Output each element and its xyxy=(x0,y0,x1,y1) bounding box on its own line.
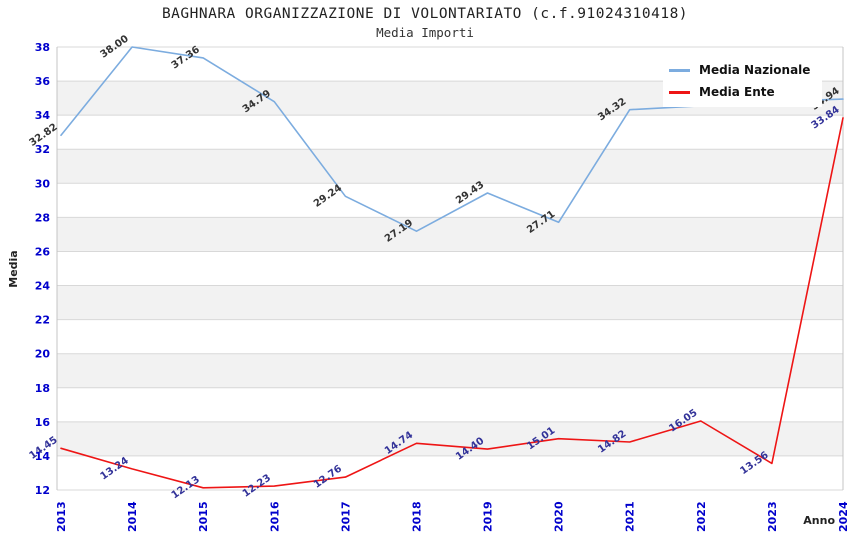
x-tick-label: 2020 xyxy=(553,501,566,532)
legend-swatch-media-ente-icon xyxy=(669,90,690,94)
x-tick-label: 2015 xyxy=(197,501,210,532)
x-tick-label: 2021 xyxy=(624,501,637,532)
plot-band xyxy=(57,217,843,252)
legend-label-media-ente: Media Ente xyxy=(699,85,775,99)
y-tick-label: 32 xyxy=(35,143,50,156)
y-tick-label: 16 xyxy=(35,416,51,429)
y-tick-label: 34 xyxy=(35,109,51,122)
y-tick-label: 30 xyxy=(35,177,51,190)
data-label-series-1: 12.13 xyxy=(170,474,202,501)
legend-item-media-nazionale: Media Nazionale xyxy=(669,63,810,77)
data-label-series-1: 13.24 xyxy=(99,455,131,482)
chart-title: BAGHNARA ORGANIZZAZIONE DI VOLONTARIATO … xyxy=(161,6,689,22)
plot-band xyxy=(57,149,843,184)
x-tick-label: 2017 xyxy=(339,501,352,532)
chart-subtitle: Media Importi xyxy=(376,25,474,40)
y-tick-label: 36 xyxy=(35,75,51,88)
legend-item-media-ente: Media Ente xyxy=(669,85,810,99)
plot-band xyxy=(57,285,843,320)
data-label-series-0: 37.36 xyxy=(170,44,202,71)
x-tick-label: 2014 xyxy=(126,501,139,532)
y-tick-label: 38 xyxy=(35,41,50,54)
plot-band xyxy=(57,353,843,388)
legend-swatch-media-nazionale-icon xyxy=(669,68,690,72)
x-tick-label: 2019 xyxy=(482,501,495,532)
y-tick-label: 20 xyxy=(35,348,51,361)
x-tick-label: 2018 xyxy=(410,501,423,532)
y-tick-label: 24 xyxy=(35,280,51,293)
y-tick-label: 14 xyxy=(35,450,51,463)
y-axis-title: Media xyxy=(7,250,20,288)
x-tick-label: 2024 xyxy=(837,501,850,532)
plot-band xyxy=(57,421,843,456)
data-label-series-1: 12.76 xyxy=(312,463,344,490)
x-tick-label: 2016 xyxy=(268,501,281,532)
x-tick-label: 2023 xyxy=(766,501,779,532)
y-tick-label: 12 xyxy=(35,484,50,497)
y-tick-label: 28 xyxy=(35,211,50,224)
data-label-series-0: 29.24 xyxy=(312,183,344,210)
y-tick-label: 18 xyxy=(35,382,50,395)
x-axis-title: Anno xyxy=(803,514,835,527)
legend-label-media-nazionale: Media Nazionale xyxy=(699,63,811,77)
x-tick-label: 2013 xyxy=(55,501,68,532)
series-line-1 xyxy=(60,117,844,489)
y-tick-label: 26 xyxy=(35,245,51,258)
chart-legend: Media Nazionale Media Ente xyxy=(663,57,823,107)
x-tick-label: 2022 xyxy=(695,501,708,532)
y-tick-label: 22 xyxy=(35,314,50,327)
